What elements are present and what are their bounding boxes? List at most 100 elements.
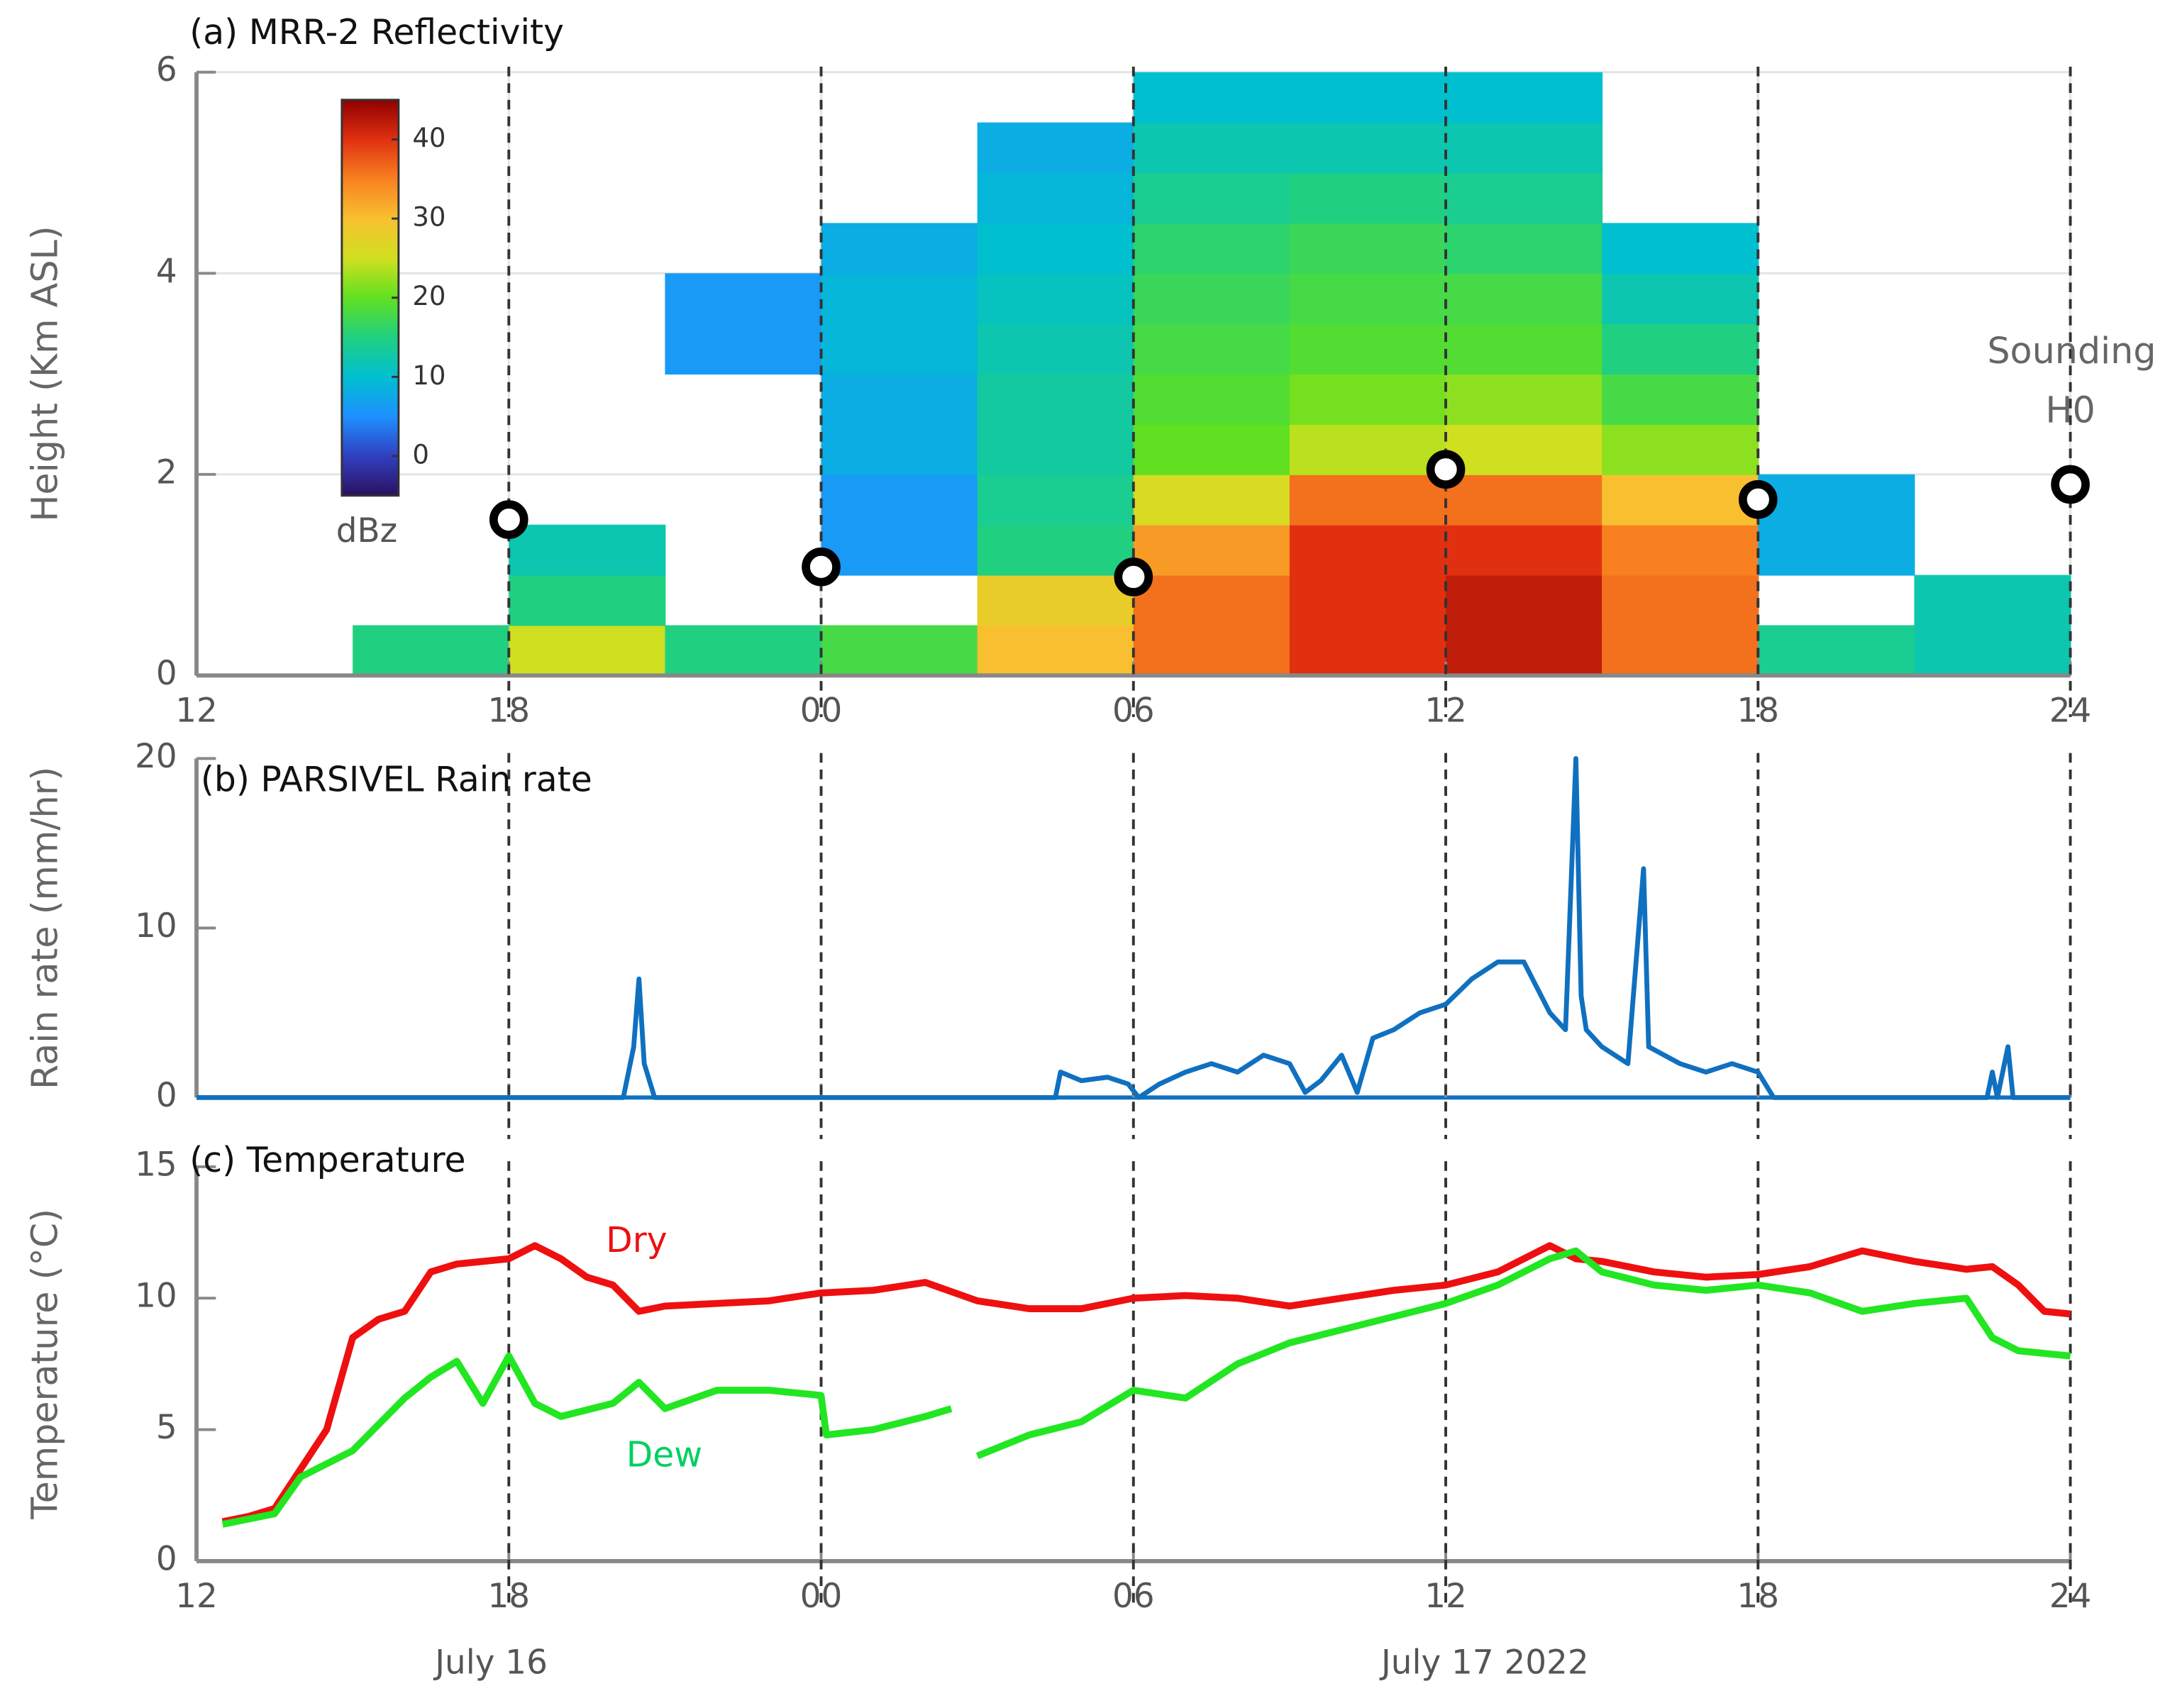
x-tick-label: 12: [175, 1577, 218, 1616]
heat-cell: [1133, 625, 1290, 677]
heat-cell: [821, 474, 978, 526]
heat-cell: [1602, 524, 1759, 576]
y-tick-label: 2: [156, 453, 177, 492]
heat-cell: [1446, 72, 1603, 123]
annotation: Sounding: [1987, 330, 2156, 372]
heat-cell: [353, 625, 510, 677]
heat-cell: [509, 575, 666, 626]
heat-cell: [1446, 625, 1603, 677]
y-tick-label: 0: [156, 1077, 177, 1115]
heat-cell: [1602, 223, 1759, 274]
y-tick-label: 0: [156, 655, 177, 693]
heat-cell: [1602, 474, 1759, 526]
heat-cell: [977, 474, 1134, 526]
sounding-point: [2051, 465, 2090, 504]
sounding-point: [1426, 450, 1466, 489]
heat-cell: [509, 625, 666, 677]
colorbar-tick-label: 10: [412, 360, 445, 391]
y-axis-label: Rain rate (mm/hr): [23, 767, 65, 1089]
y-tick-label: 0: [156, 1540, 177, 1578]
series-line: [221, 1247, 2071, 1528]
heat-cell: [1758, 524, 1915, 576]
heat-cell: [977, 374, 1134, 425]
heat-cell: [1289, 524, 1447, 576]
heat-cell: [1289, 474, 1447, 526]
sounding-point: [1114, 558, 1153, 597]
heat-cell: [821, 273, 978, 325]
heat-cell: [1446, 374, 1603, 425]
y-tick-label: 6: [156, 51, 177, 89]
heat-cell: [1133, 72, 1290, 123]
colorbar-tick-label: 0: [412, 439, 429, 470]
heat-cell: [1602, 273, 1759, 325]
heat-cell: [1133, 172, 1290, 224]
heat-cell: [977, 524, 1134, 576]
sounding-point: [1738, 479, 1778, 519]
heat-cell: [1133, 575, 1290, 626]
y-tick-label: 10: [135, 907, 177, 946]
heat-cell: [1446, 474, 1603, 526]
heat-cell: [1289, 374, 1447, 425]
heat-cell: [1602, 625, 1759, 677]
y-axis-label: Height (Km ASL): [23, 226, 65, 521]
heat-cell: [1133, 223, 1290, 274]
colorbar-label: dBz: [336, 512, 397, 550]
colorbar-tick-label: 40: [412, 123, 445, 153]
heat-cell: [821, 323, 978, 375]
heat-cell: [1446, 122, 1603, 174]
heat-cell: [1602, 423, 1759, 475]
heat-cell: [509, 524, 666, 576]
heat-cell: [977, 323, 1134, 375]
heat-cell: [1602, 323, 1759, 375]
heat-cell: [1289, 122, 1447, 174]
date-label: July 16: [433, 1644, 548, 1682]
heat-cell: [977, 223, 1134, 274]
y-tick-label: 15: [135, 1146, 177, 1184]
y-tick-label: 20: [135, 738, 177, 776]
heat-cell: [1289, 423, 1447, 475]
heat-cell: [1602, 374, 1759, 425]
colorbar-tick-label: 30: [412, 202, 445, 233]
panel-title: (a) MRR-2 Reflectivity: [189, 12, 564, 52]
date-label: July 17 2022: [1379, 1644, 1589, 1682]
heat-cell: [1446, 223, 1603, 274]
heat-cell: [1446, 172, 1603, 224]
heat-cell: [1133, 474, 1290, 526]
heat-cell: [1289, 273, 1447, 325]
sounding-point: [802, 547, 841, 587]
heat-cell: [977, 575, 1134, 626]
heat-cell: [665, 625, 822, 677]
heat-cell: [1446, 323, 1603, 375]
series-line: [196, 755, 2071, 1100]
series-line: [221, 1242, 2071, 1526]
y-axis-label: Temperature (°C): [23, 1209, 65, 1520]
heat-cell: [665, 323, 822, 375]
heat-cell: [1289, 625, 1447, 677]
heat-cell: [1289, 575, 1447, 626]
heat-cell: [1289, 72, 1447, 123]
heat-cell: [1446, 423, 1603, 475]
heat-cell: [1914, 625, 2071, 677]
annotation: H0: [2045, 389, 2095, 431]
heat-cell: [1133, 273, 1290, 325]
heat-cell: [1133, 122, 1290, 174]
heat-cell: [821, 374, 978, 425]
heat-cell: [977, 625, 1134, 677]
heat-cell: [665, 273, 822, 325]
heat-cell: [977, 172, 1134, 224]
heat-cell: [1446, 273, 1603, 325]
heat-cell: [821, 524, 978, 576]
colorbar-tick-label: 20: [412, 281, 445, 311]
heat-cell: [977, 423, 1134, 475]
y-tick-label: 5: [156, 1409, 177, 1447]
heat-cell: [1758, 474, 1915, 526]
series-label: Dry: [606, 1220, 667, 1260]
heat-cell: [977, 122, 1134, 174]
heat-cell: [1133, 423, 1290, 475]
heat-cell: [821, 625, 978, 677]
heat-cell: [1133, 323, 1290, 375]
panel-title: (b) PARSIVEL Rain rate: [201, 760, 592, 800]
heat-cell: [977, 273, 1134, 325]
